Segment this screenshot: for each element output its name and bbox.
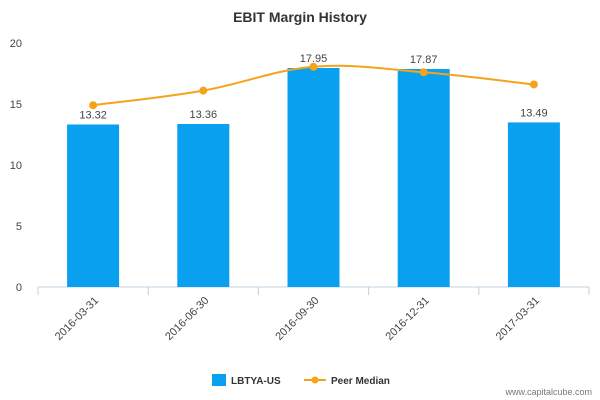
- bar: [397, 68, 450, 288]
- y-tick-label: 15: [10, 99, 22, 111]
- x-tick-label: 2016-09-30: [273, 295, 321, 343]
- x-tick-label: 2016-12-31: [384, 295, 432, 343]
- bar-data-label: 13.32: [79, 109, 107, 121]
- bar-data-label: 13.36: [190, 109, 218, 121]
- peer-median-point: [309, 62, 318, 71]
- bar-data-label: 13.49: [520, 107, 548, 119]
- bar-data-label: 17.95: [300, 53, 328, 65]
- peer-median-point: [419, 68, 428, 77]
- legend-label-bar: LBTYA-US: [231, 376, 281, 387]
- bar-series: [67, 68, 560, 288]
- chart-title: EBIT Margin History: [233, 9, 367, 25]
- credit-text: www.capitalcube.com: [504, 387, 592, 397]
- y-tick-label: 5: [16, 221, 22, 233]
- y-tick-label: 10: [10, 160, 22, 172]
- legend: LBTYA-US Peer Median: [212, 374, 390, 387]
- bar: [67, 124, 120, 287]
- x-tick-label: 2017-03-31: [494, 295, 542, 343]
- bar: [177, 124, 230, 288]
- legend-swatch-bar: [212, 374, 226, 386]
- data-labels: 13.32 13.36 17.95 17.87 13.49: [79, 53, 547, 121]
- legend-swatch-marker: [311, 376, 319, 384]
- bar: [287, 68, 340, 287]
- y-axis: 0 5 10 15 20: [10, 38, 22, 294]
- peer-median-point: [199, 86, 208, 95]
- x-tick-label: 2016-03-31: [53, 295, 101, 343]
- y-tick-label: 0: [16, 282, 22, 294]
- bar: [507, 122, 560, 287]
- bar-data-label: 17.87: [410, 54, 438, 66]
- peer-median-series: [89, 62, 538, 110]
- x-axis: 2016-03-31 2016-06-30 2016-09-30 2016-12-31…: [37, 286, 590, 343]
- legend-label-line: Peer Median: [331, 376, 390, 387]
- peer-median-point: [89, 101, 98, 110]
- y-tick-label: 20: [10, 38, 22, 50]
- x-tick-label: 2016-06-30: [163, 295, 211, 343]
- peer-median-point: [529, 80, 538, 89]
